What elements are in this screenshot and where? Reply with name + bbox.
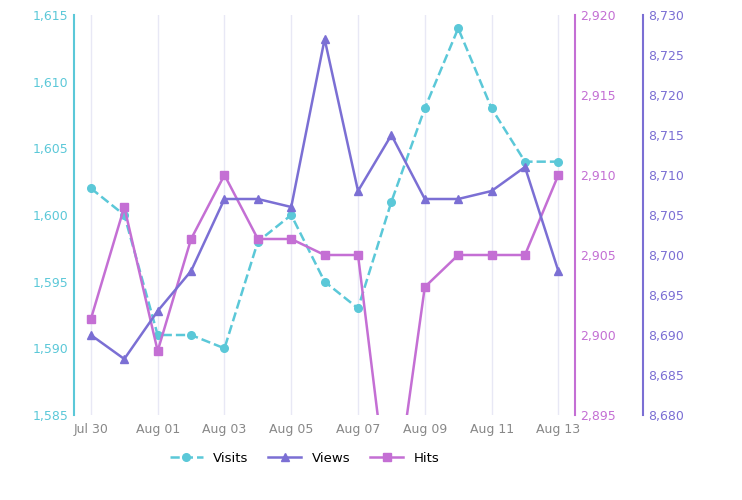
Views [254,196,263,202]
Visits [387,198,396,204]
Views [454,196,463,202]
Views [286,204,295,210]
Views [554,268,563,274]
Visits [187,332,196,338]
Visits [454,26,463,32]
Views [487,188,496,194]
Hits [120,204,129,210]
Visits [87,186,96,192]
Visits [154,332,162,338]
Views [154,308,162,314]
Views [87,332,96,338]
Line: Hits: Hits [87,171,562,500]
Visits [220,346,229,352]
Hits [421,284,430,290]
Hits [521,252,530,258]
Views [387,132,396,138]
Visits [120,212,129,218]
Visits [321,278,329,284]
Views [187,268,196,274]
Visits [554,158,563,164]
Views [521,164,530,170]
Line: Views: Views [87,35,562,363]
Hits [554,172,563,178]
Hits [454,252,463,258]
Hits [154,348,162,354]
Visits [421,106,430,112]
Views [120,356,129,362]
Hits [87,316,96,322]
Views [321,36,329,42]
Hits [286,236,295,242]
Views [354,188,363,194]
Visits [286,212,295,218]
Visits [487,106,496,112]
Hits [321,252,329,258]
Line: Visits: Visits [87,24,562,352]
Legend: Visits, Views, Hits: Visits, Views, Hits [164,446,445,470]
Hits [487,252,496,258]
Hits [220,172,229,178]
Visits [521,158,530,164]
Visits [354,306,363,312]
Hits [254,236,263,242]
Hits [187,236,196,242]
Visits [254,238,263,244]
Views [220,196,229,202]
Hits [354,252,363,258]
Views [421,196,430,202]
